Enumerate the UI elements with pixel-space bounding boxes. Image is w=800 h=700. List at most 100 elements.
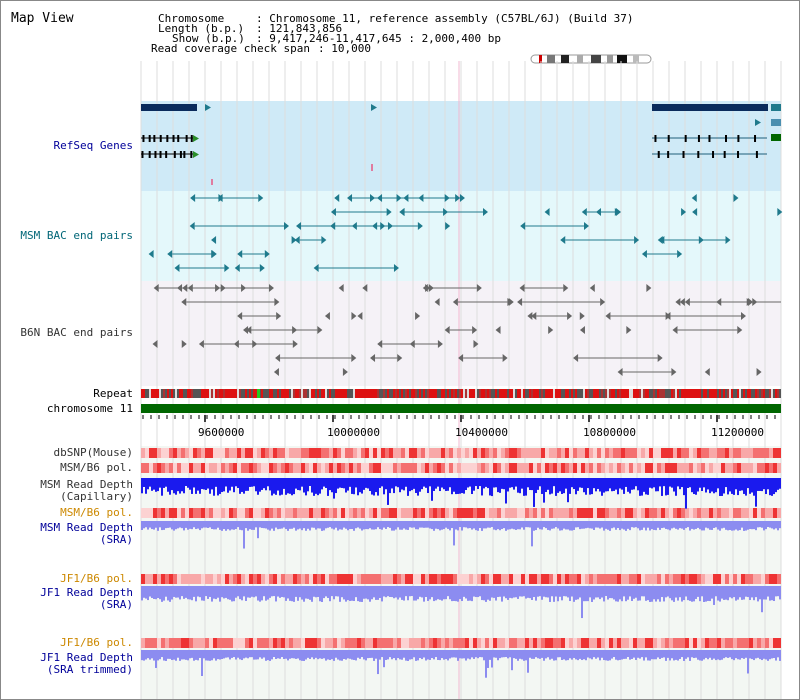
bac-end xyxy=(334,194,340,202)
read-depth-bar xyxy=(579,586,581,598)
read-depth-bar xyxy=(545,478,547,493)
read-depth-bar xyxy=(695,478,697,495)
read-depth-bar xyxy=(159,478,161,488)
read-depth-bar xyxy=(275,521,277,528)
bac-end xyxy=(616,208,622,216)
repeat-segment xyxy=(771,389,773,398)
polymorphism-cell xyxy=(485,638,489,648)
polymorphism-cell xyxy=(241,448,245,458)
read-depth-bar xyxy=(755,650,757,659)
polymorphism-cell xyxy=(297,638,301,648)
read-depth-bar xyxy=(207,586,209,599)
read-depth-bar xyxy=(745,650,747,658)
polymorphism-cell xyxy=(269,638,273,648)
refseq-genes-label[interactable]: RefSeq Genes xyxy=(53,139,133,152)
read-depth-bar xyxy=(601,521,603,528)
polymorphism-cell xyxy=(365,638,369,648)
read-depth-bar xyxy=(283,478,285,489)
polymorphism-cell xyxy=(661,448,665,458)
polymorphism-cell xyxy=(257,448,261,458)
read-depth-bar xyxy=(557,650,559,658)
polymorphism-cell xyxy=(305,448,309,458)
read-depth-bar xyxy=(535,650,537,658)
read-depth-bar xyxy=(479,521,481,528)
polymorphism-cell xyxy=(161,574,165,584)
polymorphism-cell xyxy=(601,463,605,473)
repeat-segment xyxy=(311,389,313,398)
repeat-segment xyxy=(645,389,647,398)
read-depth-bar xyxy=(495,650,497,658)
polymorphism-cell xyxy=(469,463,473,473)
polymorphism-cell xyxy=(521,463,525,473)
bac-end xyxy=(677,250,683,258)
polymorphism-cell xyxy=(589,508,593,518)
read-depth-bar xyxy=(291,521,293,529)
read-depth-bar xyxy=(589,586,591,598)
read-depth-bar xyxy=(169,586,171,602)
read-depth-bar xyxy=(505,586,507,599)
bac-end xyxy=(595,208,601,216)
read-depth-bar xyxy=(497,478,499,493)
polymorphism-cell xyxy=(557,574,561,584)
polymorphism-cell xyxy=(421,463,425,473)
polymorphism-cell xyxy=(689,638,693,648)
read-depth-bar xyxy=(407,521,409,530)
read-depth-bar xyxy=(189,478,191,490)
read-depth-bar xyxy=(761,478,763,492)
read-depth-bar xyxy=(347,586,349,601)
read-depth-bar xyxy=(249,586,251,598)
read-depth-bar xyxy=(777,521,779,531)
repeat-segment xyxy=(199,389,201,398)
read-depth-bar xyxy=(217,478,219,496)
read-depth-bar xyxy=(511,650,513,671)
polymorphism-cell xyxy=(425,574,429,584)
read-depth-bar xyxy=(565,478,567,489)
read-depth-bar xyxy=(207,521,209,528)
polymorphism-cell xyxy=(529,448,533,458)
read-depth-bar xyxy=(709,586,711,602)
read-depth-bar xyxy=(671,650,673,659)
read-depth-bar xyxy=(755,586,757,598)
read-depth-bar xyxy=(469,521,471,529)
polymorphism-cell xyxy=(777,638,781,648)
read-depth-bar xyxy=(641,650,643,658)
read-depth-bar xyxy=(187,521,189,530)
read-depth-bar xyxy=(657,586,659,600)
b6n-bac-label[interactable]: B6N BAC end pairs xyxy=(20,326,133,339)
bac-end xyxy=(409,340,415,348)
read-depth-bar xyxy=(513,586,515,598)
polymorphism-cell xyxy=(605,638,609,648)
read-depth-bar xyxy=(287,521,289,531)
polymorphism-cell xyxy=(237,508,241,518)
repeat-segment xyxy=(465,389,467,398)
polymorphism-cell xyxy=(369,508,373,518)
polymorphism-cell xyxy=(201,448,205,458)
read-depth-bar xyxy=(165,586,167,597)
read-depth-bar xyxy=(433,650,435,660)
polymorphism-cell xyxy=(761,574,765,584)
repeat-segment xyxy=(247,389,249,398)
repeat-segment xyxy=(157,389,159,398)
repeat-segment xyxy=(161,389,163,398)
polymorphism-cell xyxy=(537,448,541,458)
msm-bac-label[interactable]: MSM BAC end pairs xyxy=(20,229,133,242)
read-depth-bar xyxy=(235,521,237,529)
polymorphism-cell xyxy=(189,448,193,458)
polymorphism-cell xyxy=(757,574,761,584)
repeat-segment xyxy=(279,389,281,398)
read-depth-bar xyxy=(629,586,631,597)
bac-end xyxy=(274,298,280,306)
read-depth-bar xyxy=(461,478,463,494)
polymorphism-cell xyxy=(457,508,461,518)
read-depth-bar xyxy=(403,521,405,529)
read-depth-bar xyxy=(249,521,251,530)
read-depth-bar xyxy=(471,521,473,530)
read-depth-bar xyxy=(387,650,389,660)
repeat-segment xyxy=(493,389,495,398)
read-depth-bar xyxy=(639,586,641,601)
read-depth-bar xyxy=(349,521,351,530)
polymorphism-cell xyxy=(661,508,665,518)
read-depth-bar xyxy=(775,478,777,493)
read-depth-bar xyxy=(405,521,407,530)
